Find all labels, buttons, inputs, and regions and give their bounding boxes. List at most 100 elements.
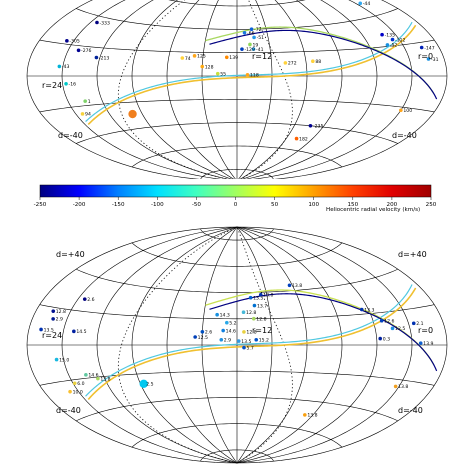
data-point [252,303,257,308]
data-point [54,357,59,362]
colorbar-tick-label: 250 [426,202,437,208]
stream-orbit-line [85,284,413,397]
stream-orbit-line [85,21,413,123]
data-point [82,297,87,301]
top-labels: d=-40 d=-40 r=24 r=12 r=0 [42,52,433,140]
data-point-label: 13.8 [307,413,317,419]
meridian-line [201,0,236,179]
parallel-line [39,99,435,113]
data-point-label: 55 [220,71,226,77]
stream-orbit-line [87,287,417,400]
bottom-d-bottom-label-right: d=-40 [398,406,423,415]
data-point-label: 14.6 [226,328,236,334]
data-point [72,329,76,334]
data-point [242,31,247,35]
data-point-label: -43 [62,64,70,70]
data-point-label: 14.6 [88,373,98,379]
data-point [241,310,246,315]
data-point [95,20,99,25]
data-point-label: 2.9 [56,317,63,323]
data-point [242,345,246,350]
data-point-label: -16 [69,82,77,88]
data-point [419,45,424,50]
data-point [358,1,363,6]
data-point [51,317,55,321]
data-point-label: 5.7 [247,345,254,351]
data-point-label: -44 [363,1,371,7]
data-point [251,47,256,51]
data-point [411,321,416,326]
data-point [180,56,185,60]
data-point-label: 118 [250,73,259,79]
parallel-line [131,423,343,448]
data-point [248,295,253,300]
data-point [251,316,256,321]
colorbar-fill [39,184,432,198]
top-d-bottom-label-right: d=-40 [392,131,417,140]
data-point-label: 272 [288,61,297,67]
data-point-label: 19 [252,42,258,48]
data-point-label: -129 [244,47,255,53]
data-point-label: 0.3 [383,336,390,342]
data-point-label: 13.8 [100,376,110,382]
data-point [283,61,288,65]
data-point [254,337,259,342]
colorbar: -250 -200 -150 -100 -50 0 50 100 150 200 250 Helio… [34,184,437,213]
data-point [221,328,225,333]
data-point [96,376,100,381]
parallel-line [168,0,306,7]
data-point [390,326,395,331]
data-point-label: -147 [424,45,435,51]
data-point-label: 15.0 [59,357,69,363]
top-graticule [26,0,448,179]
data-point-label: -112 [395,37,406,43]
bottom-d-top-label: d=+40 [56,250,85,259]
bottom-r-left-label: r=24 [42,331,62,340]
data-point-label: 1 [88,99,91,105]
data-point-label: 12.8 [246,330,256,336]
data-point-label: 88 [315,59,321,65]
data-point-label: 125 [197,54,206,60]
data-point [94,55,99,60]
data-point [193,335,197,339]
data-point [308,123,313,128]
bottom-stream-lines [85,284,438,400]
data-point-label: 14.3 [220,313,230,319]
data-point [359,307,364,312]
top-points: -333 -305-276 -213 -43 -16 1 94 74 125 139 128 55 11… [57,1,439,142]
data-point-label: 2.6 [87,297,94,303]
top-stream-lines [85,21,438,126]
data-point [83,99,87,103]
data-point-label: 13.5 [241,339,251,345]
data-point [236,339,241,343]
top-r-right-label: r=0 [418,52,433,61]
data-point [215,71,220,76]
data-point-label: 13.8 [398,384,408,390]
data-point-label: 13.8 [292,283,302,289]
data-point-label: -213 [99,55,110,61]
data-point-label: -51 [257,35,265,41]
data-point [258,293,263,297]
data-point-label: 139 [229,55,238,61]
data-point [224,55,229,60]
data-point-label: 6.0 [77,381,84,387]
data-point [225,320,229,325]
data-point [39,327,43,332]
data-point [303,413,307,417]
colorbar-ticks: -250 -200 -150 -100 -50 0 50 100 150 200 250 [34,197,437,208]
data-point [390,37,395,42]
data-point-label: 12.5 [395,326,405,332]
top-panel: -333 -305-276 -213 -43 -16 1 94 74 125 139 128 55 11… [26,0,448,179]
data-point-label: 74 [185,56,191,62]
data-point [380,32,384,37]
bottom-d-top-label-right: d=+40 [398,250,427,259]
bottom-r-right-label: r=0 [418,326,433,335]
data-point-label: 12.5 [198,335,208,341]
stream-orbit-line [209,293,438,372]
parallel-line [76,397,398,422]
stream-orbit-line [209,29,438,100]
data-point [242,330,246,334]
data-point-label: -41 [256,47,264,53]
data-point [200,329,205,334]
